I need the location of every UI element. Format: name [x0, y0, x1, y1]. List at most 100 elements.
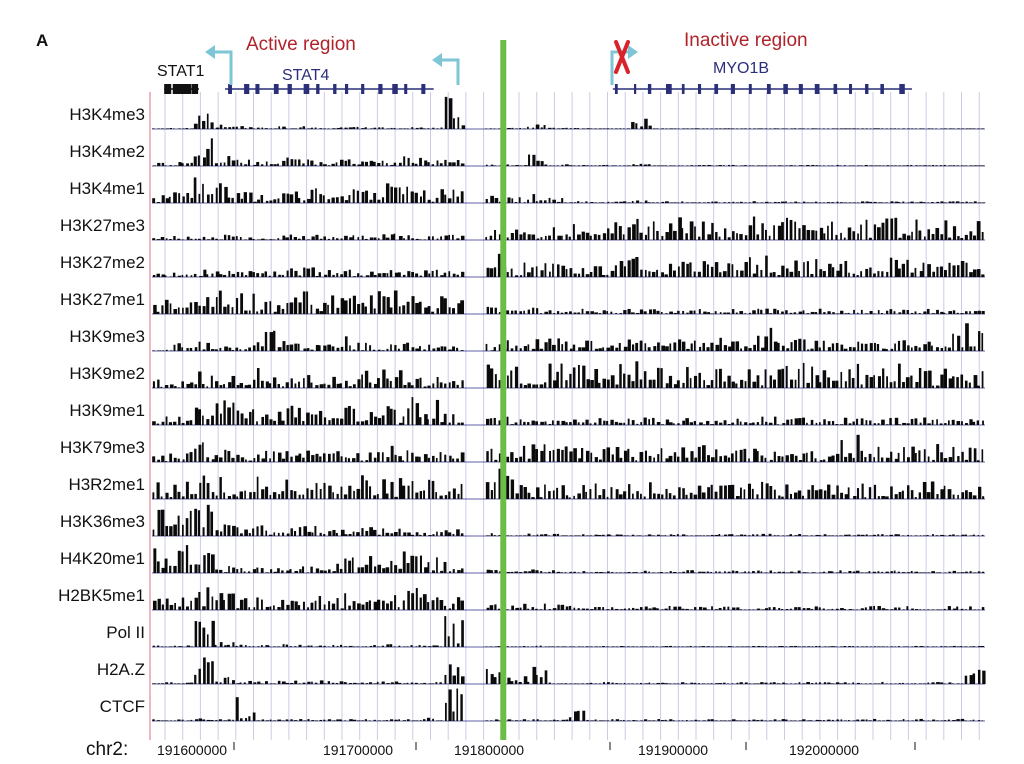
signal-bar: [774, 416, 777, 425]
exon: [176, 84, 182, 94]
signal-bar: [703, 380, 706, 388]
track-h3k27me1: H3K27me1: [60, 290, 985, 315]
track-h2bk5me1: H2BK5me1: [58, 586, 985, 611]
signal-bar: [577, 683, 580, 684]
signal-bar: [515, 535, 518, 536]
signal-tracks: H3K4me3H3K4me2H3K4me1H3K27me3H3K27me2H3K…: [58, 96, 986, 722]
signal-bar: [198, 564, 201, 573]
signal-bar: [274, 128, 278, 129]
signal-bar: [198, 115, 201, 129]
signal-bar: [961, 492, 965, 499]
signal-bar: [332, 492, 334, 499]
signal-bar: [286, 157, 289, 166]
signal-bar: [902, 165, 906, 166]
signal-bar: [256, 567, 259, 573]
signal-bar: [382, 720, 386, 721]
signal-bar: [364, 127, 367, 129]
signal-bar: [418, 301, 422, 314]
signal-bar: [551, 646, 555, 647]
signal-bar: [723, 381, 726, 388]
signal-bar: [781, 496, 784, 499]
signal-bar: [431, 270, 434, 277]
signal-bar: [460, 163, 465, 166]
signal-bar: [703, 424, 706, 425]
signal-bar: [853, 309, 855, 314]
signal-bar: [889, 128, 893, 129]
signal-bar: [614, 608, 619, 610]
signal-bar: [972, 235, 977, 240]
signal-bar: [764, 336, 769, 351]
signal-bar: [897, 571, 900, 573]
signal-bar: [923, 371, 928, 388]
signal-bar: [439, 452, 442, 462]
signal-bar: [681, 165, 684, 166]
signal-bar: [344, 380, 348, 388]
signal-bar: [801, 495, 804, 499]
signal-bar: [368, 600, 371, 610]
signal-bar: [736, 233, 738, 240]
signal-bar: [898, 312, 902, 314]
signal-bar: [926, 535, 929, 536]
signal-bar: [594, 483, 597, 499]
signal-bar: [918, 450, 921, 462]
signal-bar: [519, 348, 522, 351]
signal-bar: [840, 440, 843, 462]
signal-bar: [819, 422, 821, 425]
signal-bar: [661, 424, 665, 425]
signal-bar: [419, 377, 422, 388]
signal-bar: [206, 719, 211, 721]
signal-bar: [631, 534, 635, 536]
signal-bar: [556, 420, 560, 425]
signal-bar: [528, 571, 531, 573]
signal-bar: [277, 568, 280, 573]
signal-bar: [252, 345, 256, 351]
signal-bar: [623, 310, 627, 314]
signal-bar: [494, 230, 497, 240]
signal-bar: [623, 266, 626, 277]
signal-bar: [523, 202, 526, 203]
signal-bar: [668, 605, 671, 610]
signal-bar: [732, 607, 736, 610]
signal-bar: [343, 300, 348, 314]
track-label: H3K4me3: [69, 105, 145, 124]
signal-bar: [456, 238, 460, 240]
signal-bar: [906, 683, 909, 684]
signal-bar: [694, 165, 697, 166]
signal-bar: [806, 452, 808, 462]
signal-bar: [702, 165, 706, 166]
signal-bar: [565, 606, 569, 610]
signal-bar: [361, 191, 365, 203]
signal-bar: [826, 202, 831, 203]
signal-bar: [657, 165, 661, 166]
signal-bar: [718, 202, 721, 203]
signal-bar: [194, 301, 198, 314]
signal-bar: [452, 118, 455, 129]
signal-bar: [848, 165, 852, 166]
signal-bar: [244, 418, 248, 425]
signal-bar: [157, 379, 160, 388]
signal-bar: [436, 347, 441, 351]
signal-bar: [647, 202, 651, 203]
signal-bar: [201, 383, 205, 388]
signal-bar: [352, 235, 355, 240]
signal-bar: [306, 488, 309, 499]
signal-bar: [364, 646, 368, 647]
signal-bar: [164, 461, 168, 462]
signal-bar: [327, 304, 329, 314]
signal-bar: [457, 303, 461, 314]
signal-bar: [523, 385, 528, 388]
signal-bar: [948, 237, 952, 240]
signal-bar: [368, 682, 373, 684]
signal-bar: [747, 571, 750, 573]
signal-bar: [386, 128, 390, 129]
signal-bar: [460, 676, 465, 684]
signal-bar: [885, 202, 888, 203]
signal-bar: [919, 718, 923, 721]
signal-bar: [756, 202, 759, 203]
signal-bar: [211, 492, 215, 499]
signal-bar: [764, 229, 767, 240]
signal-bar: [164, 275, 167, 277]
track-label: H3K27me2: [60, 253, 145, 272]
signal-bar: [202, 157, 206, 166]
signal-bar: [215, 530, 219, 536]
